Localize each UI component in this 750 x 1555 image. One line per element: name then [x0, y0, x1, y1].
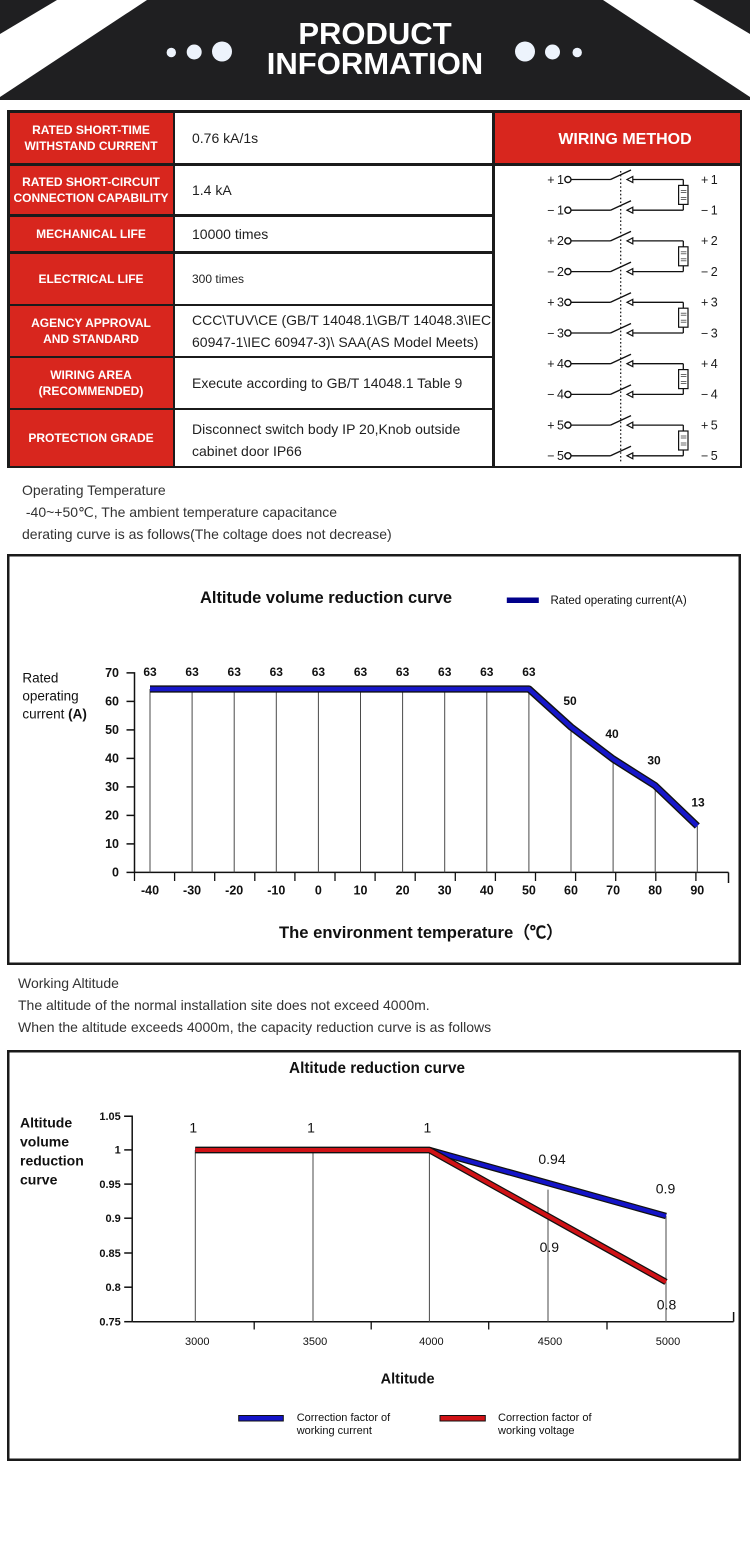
svg-text:50: 50: [563, 694, 577, 708]
svg-text:90: 90: [690, 883, 704, 897]
svg-text:working voltage: working voltage: [497, 1425, 574, 1437]
svg-text:0: 0: [315, 883, 322, 897]
svg-text:− 1: − 1: [547, 203, 564, 217]
svg-text:20: 20: [396, 883, 410, 897]
svg-text:10: 10: [105, 837, 119, 851]
svg-text:− 4: − 4: [547, 387, 564, 401]
svg-text:− 2: − 2: [701, 264, 718, 278]
svg-text:-10: -10: [267, 883, 285, 897]
svg-text:50: 50: [105, 723, 119, 737]
svg-text:30: 30: [438, 883, 452, 897]
svg-text:63: 63: [480, 665, 494, 679]
svg-text:20: 20: [105, 809, 119, 823]
svg-text:The environment temperature（℃）: The environment temperature（℃）: [279, 922, 563, 942]
svg-text:− 3: − 3: [701, 326, 718, 340]
svg-text:+ 3: + 3: [701, 295, 718, 309]
svg-text:4000: 4000: [419, 1336, 443, 1348]
svg-text:63: 63: [143, 665, 157, 679]
svg-text:Rated: Rated: [22, 671, 58, 686]
svg-text:0.9: 0.9: [106, 1213, 121, 1225]
svg-text:80: 80: [648, 883, 662, 897]
svg-text:1: 1: [189, 1120, 197, 1136]
svg-text:40: 40: [605, 727, 619, 741]
svg-text:0.85: 0.85: [99, 1248, 120, 1260]
svg-text:1: 1: [307, 1120, 315, 1136]
svg-text:0.94: 0.94: [538, 1151, 565, 1167]
svg-text:10: 10: [354, 883, 368, 897]
svg-text:70: 70: [105, 666, 119, 680]
svg-text:-20: -20: [225, 883, 243, 897]
svg-text:− 4: − 4: [701, 387, 718, 401]
svg-text:0.8: 0.8: [657, 1297, 677, 1313]
svg-text:working current: working current: [296, 1425, 372, 1437]
svg-text:5000: 5000: [656, 1336, 680, 1348]
svg-text:63: 63: [522, 665, 536, 679]
svg-text:63: 63: [185, 665, 199, 679]
svg-text:Correction factor of: Correction factor of: [297, 1412, 391, 1424]
svg-text:− 3: − 3: [547, 326, 564, 340]
svg-text:Correction factor of: Correction factor of: [498, 1412, 592, 1424]
svg-text:Altitude volume reduction curv: Altitude volume reduction curve: [200, 589, 452, 607]
svg-text:0.75: 0.75: [99, 1317, 120, 1329]
svg-text:+ 2: + 2: [701, 234, 718, 248]
svg-text:4500: 4500: [538, 1336, 562, 1348]
svg-text:1: 1: [424, 1120, 432, 1136]
svg-text:30: 30: [647, 754, 661, 768]
svg-text:− 5: − 5: [701, 449, 718, 463]
svg-text:0.9: 0.9: [540, 1239, 560, 1255]
svg-text:63: 63: [438, 665, 452, 679]
svg-text:− 1: − 1: [701, 203, 718, 217]
svg-text:3500: 3500: [303, 1336, 327, 1348]
svg-text:-40: -40: [141, 883, 159, 897]
svg-text:+ 1: + 1: [701, 172, 718, 186]
svg-text:0.95: 0.95: [99, 1179, 120, 1191]
svg-text:+ 5: + 5: [547, 418, 564, 432]
svg-text:60: 60: [105, 695, 119, 709]
svg-text:operating: operating: [22, 689, 78, 704]
svg-text:+ 3: + 3: [547, 295, 564, 309]
svg-text:current (A): current (A): [22, 707, 87, 722]
svg-text:50: 50: [522, 883, 536, 897]
svg-text:volume: volume: [20, 1134, 69, 1150]
svg-text:1: 1: [115, 1145, 121, 1157]
svg-text:40: 40: [480, 883, 494, 897]
svg-text:63: 63: [396, 665, 410, 679]
svg-text:+ 2: + 2: [547, 234, 564, 248]
svg-text:− 5: − 5: [547, 449, 564, 463]
svg-text:60: 60: [564, 883, 578, 897]
svg-text:+ 4: + 4: [701, 357, 718, 371]
svg-text:Altitude reduction curve: Altitude reduction curve: [289, 1060, 465, 1077]
svg-text:63: 63: [228, 665, 242, 679]
svg-text:+ 5: + 5: [701, 418, 718, 432]
svg-text:0.9: 0.9: [656, 1181, 676, 1197]
svg-text:63: 63: [354, 665, 368, 679]
svg-text:3000: 3000: [185, 1336, 209, 1348]
svg-text:Altitude: Altitude: [381, 1372, 435, 1388]
svg-text:-30: -30: [183, 883, 201, 897]
svg-text:Altitude: Altitude: [20, 1115, 72, 1131]
svg-text:40: 40: [105, 752, 119, 766]
svg-text:reduction: reduction: [20, 1153, 84, 1169]
svg-text:− 2: − 2: [547, 264, 564, 278]
svg-text:0: 0: [112, 866, 119, 880]
svg-text:63: 63: [270, 665, 284, 679]
svg-text:70: 70: [606, 883, 620, 897]
svg-text:30: 30: [105, 780, 119, 794]
svg-text:curve: curve: [20, 1172, 58, 1188]
svg-text:1.05: 1.05: [99, 1111, 120, 1123]
svg-text:+ 1: + 1: [547, 172, 564, 186]
svg-text:+ 4: + 4: [547, 357, 564, 371]
svg-text:0.8: 0.8: [106, 1282, 121, 1294]
svg-text:13: 13: [691, 795, 705, 809]
svg-text:63: 63: [312, 665, 326, 679]
svg-text:Rated operating current(A): Rated operating current(A): [551, 595, 687, 607]
